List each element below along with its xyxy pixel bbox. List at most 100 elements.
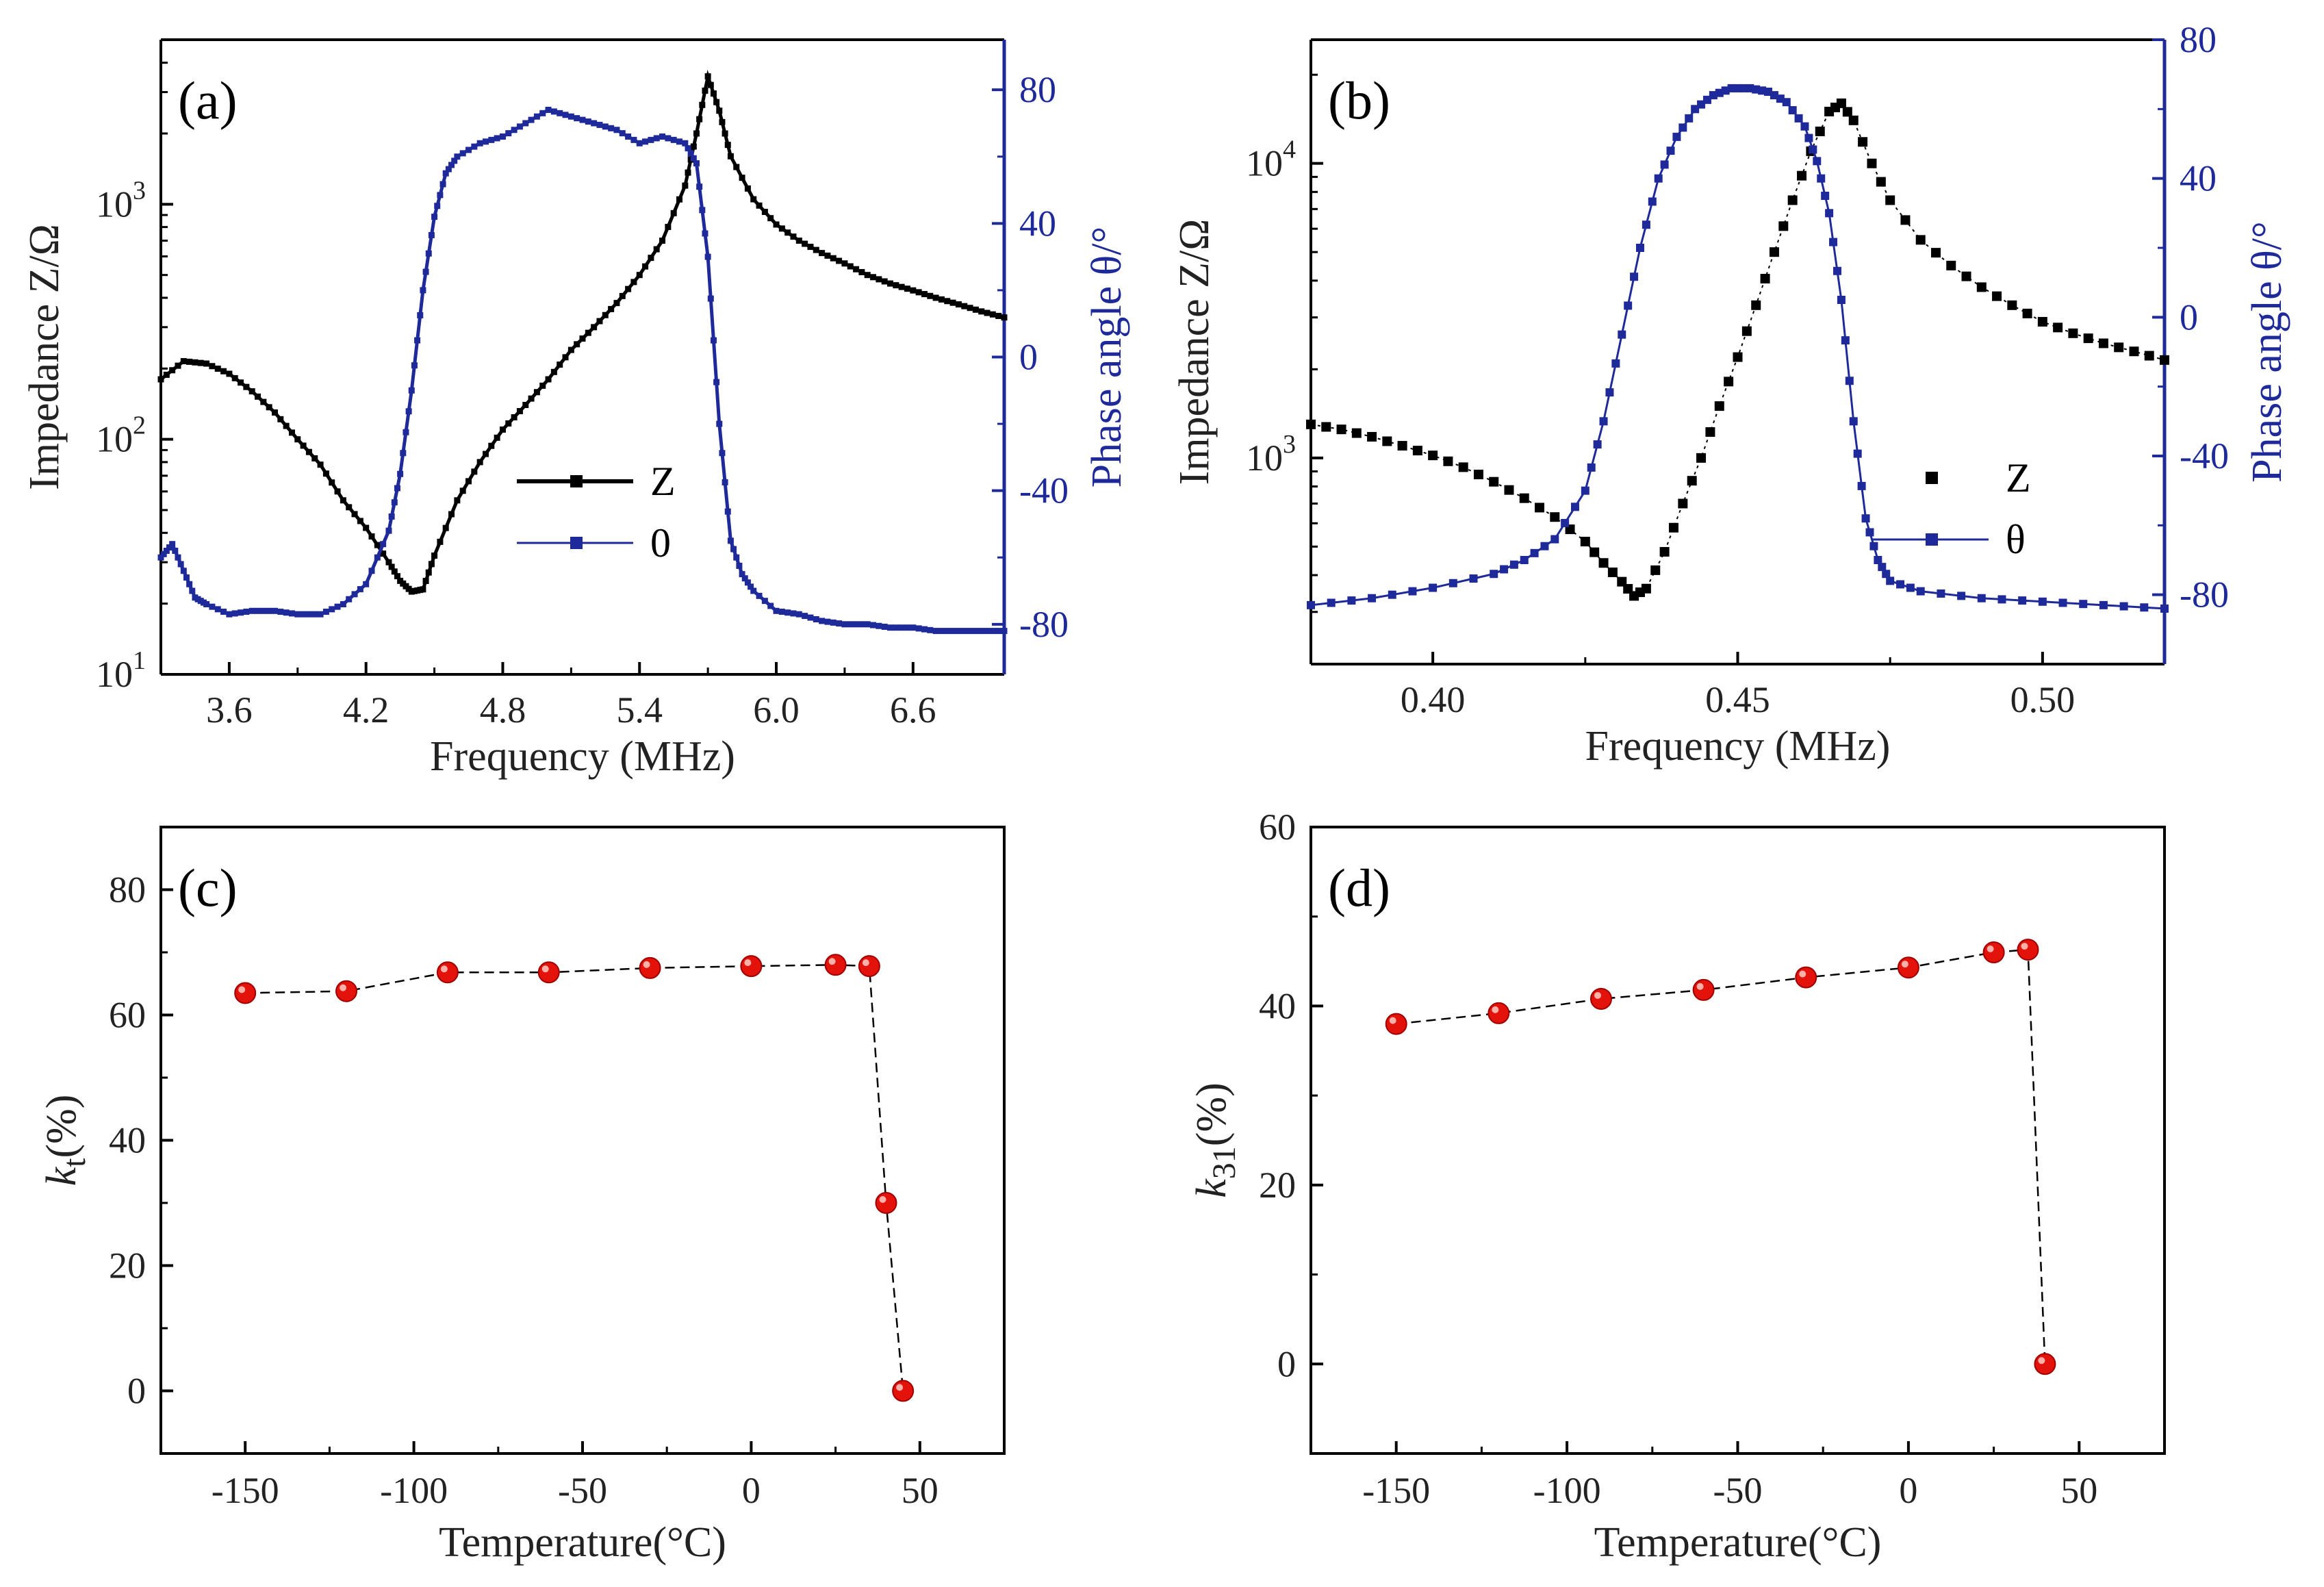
series-theta-point: [283, 609, 290, 616]
series-Z-point: [739, 175, 745, 181]
series-Z-point: [1733, 352, 1743, 362]
y-tick-label: 103: [1246, 430, 1296, 479]
series-theta-point: [1788, 106, 1797, 115]
x-tick-label: 5.4: [616, 689, 663, 731]
point-highlight: [1389, 1017, 1396, 1024]
series-k31-point: [1487, 1002, 1510, 1024]
panel-b: 0.40 0.45 0.50 103 104 -80 -40 0 40 80 Impedance Z…: [1171, 19, 2290, 770]
series-theta-point: [1861, 514, 1870, 523]
series-Z-point: [1992, 291, 2002, 301]
series-Z-point: [778, 225, 785, 232]
series-theta-point: [1599, 417, 1608, 426]
series-theta-point: [722, 479, 728, 485]
series-k31-point: [1589, 987, 1612, 1010]
y-tick-label: 20: [1259, 1165, 1296, 1206]
legend-Z-label: Z: [650, 459, 676, 504]
series-theta-point: [442, 170, 449, 177]
series-theta-point: [608, 125, 615, 131]
series-Z-point: [1550, 512, 1560, 522]
series-Z-point: [722, 130, 728, 137]
series-Z-point: [1714, 401, 1724, 411]
series-Z-point: [192, 359, 199, 366]
series-Z-point: [1836, 98, 1846, 108]
series-Z-point: [511, 414, 518, 420]
series-Z-point: [471, 468, 478, 475]
panel-label: (c): [178, 858, 238, 917]
y-tick-label: 40: [109, 1120, 146, 1161]
series-Z-point: [311, 455, 318, 461]
series-theta-point: [648, 136, 654, 143]
series-Z-point: [214, 365, 221, 372]
point-highlight: [1901, 961, 1908, 968]
series-Z-point: [186, 358, 193, 365]
series-theta-point: [408, 387, 415, 394]
series-Z-point: [864, 272, 871, 279]
series-Z-point: [761, 208, 768, 215]
series-Z-point: [716, 107, 723, 114]
point-highlight: [744, 959, 752, 967]
series-Z-point: [260, 398, 267, 405]
series-Z-point: [169, 367, 176, 374]
point-highlight: [2038, 1357, 2045, 1364]
series-Z-point: [853, 266, 860, 272]
series-theta-point: [949, 628, 956, 635]
series-Z-point: [989, 311, 996, 318]
series-Z-point: [1650, 565, 1661, 575]
series-theta-point: [824, 618, 831, 625]
series-theta-point: [756, 592, 763, 599]
y-tick-label: 0: [1277, 1343, 1296, 1384]
series-Z-point: [294, 436, 301, 443]
series-theta-point: [368, 568, 375, 574]
series-theta-point: [625, 133, 632, 140]
series-Z-point: [1696, 453, 1707, 463]
series-theta-point: [927, 626, 934, 633]
series-theta-point: [574, 115, 580, 122]
series-theta-point: [334, 603, 341, 610]
series-Z-point: [317, 461, 324, 468]
series-theta-point: [670, 136, 677, 143]
series-Z-point: [476, 459, 483, 466]
series-Z-point: [702, 87, 708, 94]
series-theta-point: [533, 113, 540, 120]
y2-tick-label: -80: [2180, 574, 2229, 615]
series-Z-point: [585, 329, 591, 336]
series-Z-point: [1787, 195, 1798, 205]
series-theta-point: [266, 607, 272, 614]
series-theta-point: [482, 138, 489, 145]
legend-theta-label: θ: [2006, 517, 2026, 562]
series-Z-point: [557, 361, 563, 368]
series-kt-point: [892, 1380, 915, 1402]
series-theta-point: [1886, 576, 1895, 585]
series-Z-point: [591, 324, 598, 331]
series-Z-point: [802, 240, 808, 247]
series-theta-point: [1654, 174, 1663, 183]
series-Z-point: [2037, 316, 2047, 327]
series-Z-point: [1607, 567, 1618, 577]
series-theta-point: [585, 118, 591, 125]
series-Z-point: [949, 299, 956, 306]
series-theta-point: [1833, 266, 1841, 275]
series-theta-point: [394, 485, 400, 492]
series-theta-point: [357, 586, 363, 593]
series-Z-point: [255, 393, 261, 400]
series-theta-point: [915, 625, 922, 632]
series-theta-point: [428, 231, 435, 238]
series-theta-point: [795, 611, 802, 618]
series-Z-point: [1867, 158, 1877, 168]
series-Z-point: [2160, 355, 2169, 365]
series-theta-point: [214, 606, 221, 613]
series-theta-point: [1853, 449, 1862, 458]
series-Z-point: [1589, 547, 1600, 557]
series-Z-point: [670, 210, 677, 216]
series-theta-point: [448, 162, 455, 168]
series-kt-point: [824, 954, 847, 976]
series-Z-point: [385, 559, 392, 566]
series-kt-point: [875, 1192, 897, 1214]
series-Z-point: [744, 185, 751, 192]
series-theta-point: [400, 450, 407, 457]
legend: Z0: [517, 459, 676, 566]
series-theta-point: [1678, 123, 1687, 132]
series-theta-point: [761, 598, 768, 605]
series-theta-point: [676, 138, 683, 145]
series-theta-point: [522, 120, 529, 127]
